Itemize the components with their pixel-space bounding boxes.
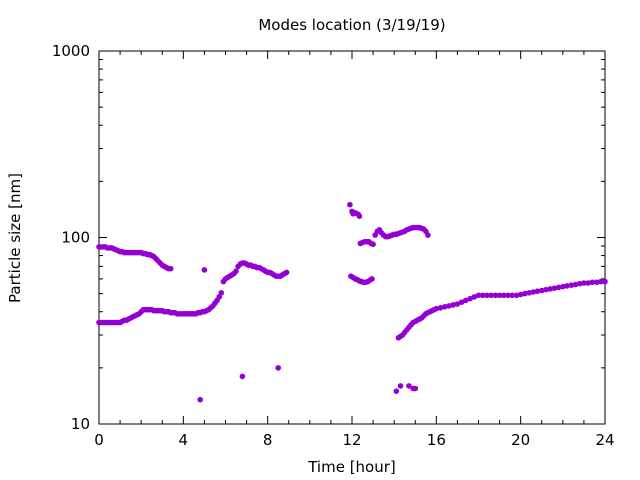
data-point [167, 265, 174, 272]
data-point [492, 292, 499, 299]
data-point [526, 290, 532, 296]
data-point [475, 292, 482, 299]
data-point [564, 283, 570, 289]
data-point [454, 301, 461, 307]
data-point [576, 280, 583, 287]
data-points [96, 201, 608, 403]
data-point [581, 280, 587, 286]
data-point [517, 291, 524, 298]
x-tick-label: 12 [342, 431, 361, 449]
data-point [433, 305, 440, 312]
y-tick-label: 10 [71, 415, 90, 433]
data-point [218, 290, 225, 296]
data-point [467, 295, 473, 302]
data-point [593, 279, 600, 286]
x-tick-label: 8 [263, 431, 273, 449]
chart-title: Modes location (3/19/19) [258, 16, 445, 34]
x-axis-label: Time [hour] [307, 458, 396, 476]
data-point [522, 290, 528, 297]
data-point [496, 292, 503, 299]
data-point [488, 292, 495, 299]
data-point [239, 373, 246, 380]
data-point [370, 241, 376, 248]
data-point [412, 385, 419, 392]
data-point [450, 302, 457, 308]
data-point [572, 281, 579, 288]
data-point [393, 388, 400, 395]
data-point [602, 278, 608, 285]
data-point [397, 383, 404, 389]
data-point [505, 292, 511, 299]
data-point [369, 276, 375, 282]
x-tick-label: 20 [511, 431, 530, 449]
x-tick-label: 16 [427, 431, 446, 449]
data-point [513, 292, 520, 299]
data-point [484, 292, 490, 299]
data-point [446, 303, 452, 309]
x-tick-label: 4 [179, 431, 189, 449]
y-axis-ticks: 10 100 1000 [52, 42, 605, 433]
data-point [442, 304, 448, 310]
data-point [530, 289, 537, 295]
data-point [589, 279, 596, 286]
data-point [539, 287, 545, 294]
data-point [437, 305, 444, 311]
data-point [406, 383, 412, 389]
data-point [471, 294, 478, 300]
x-tick-label: 24 [595, 431, 614, 449]
data-point [501, 292, 507, 299]
x-axis-ticks: 0 4 8 12 16 20 24 [94, 51, 615, 449]
data-point [283, 269, 290, 276]
data-point [201, 267, 208, 273]
y-tick-label: 100 [61, 229, 90, 247]
y-tick-label: 1000 [52, 42, 90, 60]
data-point [509, 292, 515, 299]
data-point [197, 396, 203, 403]
data-point [551, 285, 558, 292]
data-point [233, 268, 239, 275]
data-point [543, 286, 549, 293]
data-point [585, 280, 591, 286]
x-tick-label: 0 [94, 431, 104, 449]
data-point [356, 213, 363, 219]
data-point [347, 201, 353, 208]
data-point [479, 292, 486, 299]
data-point [547, 286, 553, 292]
data-point [425, 232, 431, 238]
data-point [555, 284, 562, 291]
data-point [463, 297, 469, 304]
plot-frame [98, 50, 606, 425]
data-point [458, 299, 465, 306]
plot-border [98, 50, 606, 425]
data-point [568, 282, 575, 289]
data-point [275, 365, 282, 371]
data-point [598, 278, 604, 285]
data-point [534, 288, 541, 295]
data-point [560, 283, 566, 290]
y-axis-label: Particle size [nm] [6, 173, 24, 303]
